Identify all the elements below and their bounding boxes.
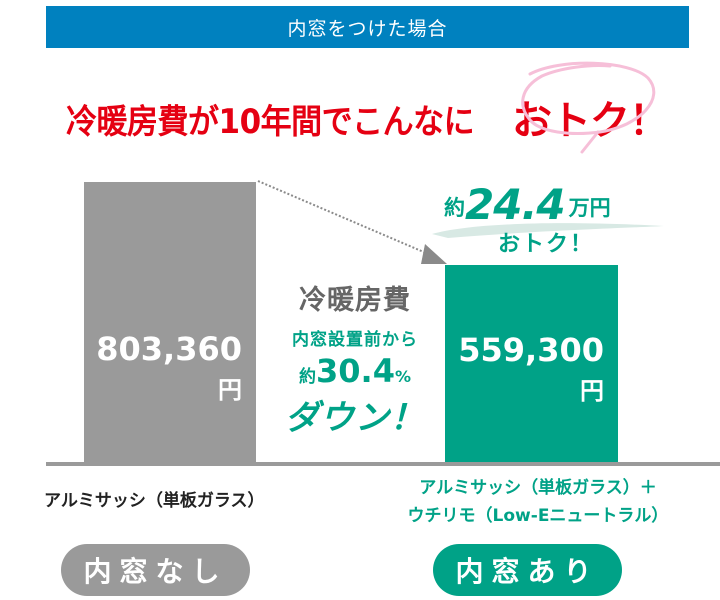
bar-without-inner-window: 803,360 円 <box>84 182 256 462</box>
reduction-subtitle: 内窓設置前から <box>292 330 418 350</box>
reduction-suffix: % <box>394 367 411 386</box>
savings-prefix: 約 <box>444 196 465 220</box>
reduction-percent: 約30.4% <box>262 352 448 390</box>
headline-main: 冷暖房費が10年間でこんなに <box>66 102 475 142</box>
bar-right-unit: 円 <box>580 377 604 405</box>
bar-value-left: 803,360 円 <box>96 330 242 405</box>
bar-value-right: 559,300 円 <box>458 331 604 406</box>
headline-emphasis: おトク！ <box>512 98 669 144</box>
header-band: 内窓をつけた場合 <box>46 6 689 48</box>
pill-with-inner-window: 内窓あり <box>433 544 622 596</box>
headline: 冷暖房費が10年間でこんなに おトク！ <box>60 88 669 148</box>
pill-left-label: 内窓なし <box>83 555 228 588</box>
chart-baseline <box>46 462 720 466</box>
pink-circle-highlight-icon <box>521 61 656 154</box>
reduction-down-text: ダウン！ <box>285 398 425 438</box>
savings-tagline: おトク！ <box>498 232 595 257</box>
bar-right-amount: 559,300 <box>458 331 604 369</box>
label-right-line1: アルミサッシ（単板ガラス）＋ <box>419 478 657 498</box>
bar-with-inner-window: 559,300 円 <box>445 265 618 462</box>
bar-left-unit: 円 <box>218 376 242 404</box>
label-left-description: アルミサッシ（単板ガラス） <box>44 491 265 511</box>
label-right-line2: ウチリモ（Low-Eニュートラル） <box>407 506 669 526</box>
savings-callout: 約24.4 万円 おトク！ <box>420 180 680 260</box>
pill-right-label: 内窓あり <box>455 555 600 588</box>
brush-stroke-icon <box>432 223 664 238</box>
savings-amount: 24.4 <box>465 180 566 229</box>
reduction-title: 冷暖房費 <box>299 285 411 316</box>
savings-amount-line: 約24.4 万円 <box>444 180 611 229</box>
pill-without-inner-window: 内窓なし <box>61 544 250 596</box>
bar-left-amount: 803,360 <box>96 330 242 368</box>
savings-unit: 万円 <box>568 196 611 220</box>
reduction-prefix: 約 <box>299 367 316 387</box>
reduction-value: 30.4 <box>316 352 395 390</box>
header-title: 内窓をつけた場合 <box>287 17 448 40</box>
reduction-annotation: 冷暖房費 内窓設置前から 約30.4% ダウン！ <box>262 278 448 439</box>
dotted-arrow-icon <box>257 180 447 264</box>
label-right-description: アルミサッシ（単板ガラス）＋ ウチリモ（Low-Eニュートラル） <box>388 474 688 530</box>
